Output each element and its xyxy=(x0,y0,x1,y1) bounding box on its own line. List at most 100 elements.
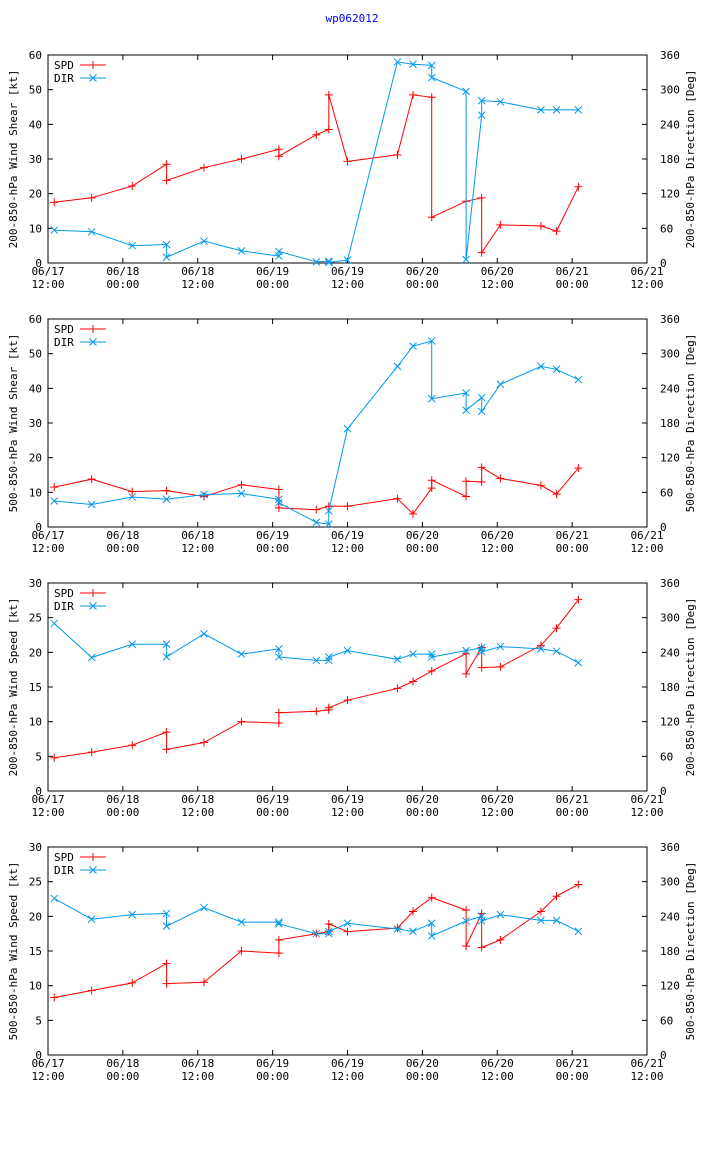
dir-point xyxy=(477,393,486,402)
y-left-axis-label: 200-850-hPa Wind Speed [kt] xyxy=(7,598,20,777)
legend-marker-dir xyxy=(89,602,97,610)
dir-point xyxy=(50,619,59,628)
spd-point xyxy=(128,182,137,191)
y-left-tick-label: 60 xyxy=(29,49,42,62)
spd-point xyxy=(274,503,283,512)
dir-point xyxy=(312,656,321,665)
y-left-axis-label: 500-850-hPa Wind Shear [kt] xyxy=(7,334,20,513)
spd-point xyxy=(312,505,321,514)
dir-point xyxy=(87,500,96,509)
x-tick-time-label: 00:00 xyxy=(406,806,439,819)
spd-point xyxy=(477,663,486,672)
x-tick-date-label: 06/19 xyxy=(256,265,289,278)
dir-point xyxy=(200,237,208,245)
x-tick-date-label: 06/21 xyxy=(556,793,589,806)
dir-point xyxy=(574,658,583,667)
dir-point xyxy=(462,255,470,264)
x-tick-time-label: 12:00 xyxy=(31,1070,64,1083)
chart-panel-4: 05101520253006012018024030036006/1712:00… xyxy=(7,841,697,1083)
y-right-axis-label: 500-850-hPa Direction [Deg] xyxy=(684,334,697,513)
y-left-tick-label: 20 xyxy=(29,188,42,201)
legend-marker-dir xyxy=(89,338,97,346)
dir-point xyxy=(162,240,171,249)
y-left-tick-label: 25 xyxy=(29,612,42,625)
y-left-tick-label: 20 xyxy=(29,910,42,923)
spd-point xyxy=(274,485,283,494)
dir-point xyxy=(200,903,208,912)
dir-point xyxy=(462,406,470,415)
spd-point xyxy=(427,667,436,676)
spd-point xyxy=(50,483,59,492)
x-tick-time-label: 00:00 xyxy=(556,1070,589,1083)
y-right-tick-label: 60 xyxy=(660,1014,673,1027)
spd-point xyxy=(50,198,59,207)
x-tick-date-label: 06/18 xyxy=(106,793,139,806)
x-tick-date-label: 06/17 xyxy=(31,529,64,542)
dir-point xyxy=(496,642,505,651)
spd-point xyxy=(87,475,96,484)
x-tick-time-label: 12:00 xyxy=(331,806,364,819)
dir-point xyxy=(312,257,321,266)
dir-point xyxy=(462,646,470,655)
x-tick-date-label: 06/21 xyxy=(630,793,663,806)
spd-point xyxy=(50,753,59,762)
y-right-axis-label: 200-850-hPa Direction [Deg] xyxy=(684,598,697,777)
dir-point xyxy=(537,645,545,653)
x-tick-date-label: 06/19 xyxy=(331,793,364,806)
x-tick-date-label: 06/20 xyxy=(481,793,514,806)
dir-point xyxy=(275,653,283,661)
series-line-dir xyxy=(54,340,579,525)
dir-point xyxy=(393,925,402,933)
dir-point xyxy=(496,910,505,919)
chart-panel-2: 010203040506006012018024030036006/1712:0… xyxy=(7,313,697,555)
spd-point xyxy=(462,669,471,678)
spd-point xyxy=(477,477,486,486)
spd-point xyxy=(274,708,283,717)
dir-point xyxy=(552,365,561,374)
dir-point xyxy=(200,629,208,638)
legend-marker-dir xyxy=(89,866,97,874)
x-tick-time-label: 12:00 xyxy=(630,278,663,291)
dir-point xyxy=(275,495,283,504)
legend-label-spd: SPD xyxy=(54,323,74,336)
x-tick-time-label: 12:00 xyxy=(481,806,514,819)
y-right-tick-label: 360 xyxy=(660,841,680,854)
spd-point xyxy=(393,150,402,159)
dir-point xyxy=(496,97,505,106)
y-right-tick-label: 360 xyxy=(660,313,680,326)
spd-point xyxy=(343,696,352,705)
spd-point xyxy=(237,947,246,955)
x-tick-time-label: 12:00 xyxy=(630,542,663,555)
dir-point xyxy=(574,927,583,936)
spd-point xyxy=(574,880,583,889)
spd-point xyxy=(393,494,402,503)
y-left-tick-label: 50 xyxy=(29,348,42,361)
x-tick-time-label: 00:00 xyxy=(256,278,289,291)
y-right-tick-label: 300 xyxy=(660,348,680,361)
dir-point xyxy=(477,96,486,105)
dir-point xyxy=(50,894,59,903)
y-left-tick-label: 30 xyxy=(29,417,42,430)
legend-marker-spd xyxy=(89,61,97,69)
y-left-tick-label: 40 xyxy=(29,382,42,395)
spd-point xyxy=(128,741,137,750)
dir-point xyxy=(275,919,283,928)
y-right-tick-label: 0 xyxy=(660,521,667,534)
x-tick-date-label: 06/20 xyxy=(406,793,439,806)
legend-label-spd: SPD xyxy=(54,59,74,72)
dir-point xyxy=(50,226,59,234)
x-tick-time-label: 00:00 xyxy=(256,1070,289,1083)
spd-point xyxy=(343,502,352,511)
series-line-spd xyxy=(54,599,579,759)
x-tick-time-label: 12:00 xyxy=(481,1070,514,1083)
spd-point xyxy=(536,907,545,916)
x-tick-time-label: 00:00 xyxy=(106,1070,139,1083)
dir-point xyxy=(393,655,402,664)
x-tick-date-label: 06/19 xyxy=(331,529,364,542)
dir-point xyxy=(162,653,171,661)
spd-point xyxy=(574,595,583,604)
spd-point xyxy=(536,481,545,490)
dir-point xyxy=(393,58,402,66)
dir-point xyxy=(237,247,246,255)
x-tick-time-label: 00:00 xyxy=(106,542,139,555)
